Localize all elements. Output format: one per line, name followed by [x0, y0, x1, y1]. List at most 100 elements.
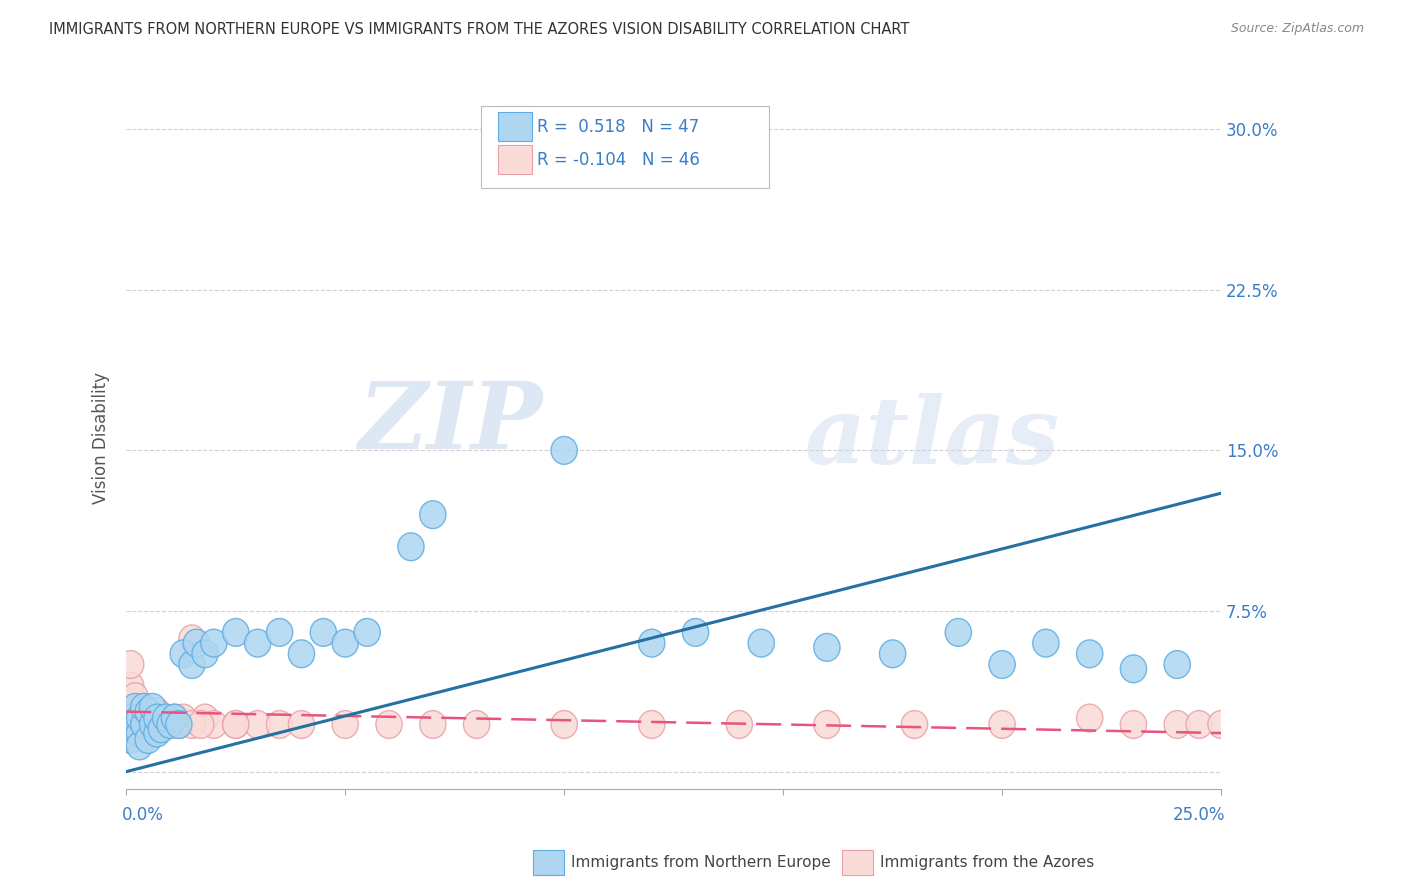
Ellipse shape [988, 650, 1015, 679]
Ellipse shape [131, 711, 157, 739]
Ellipse shape [375, 711, 402, 739]
Text: Immigrants from Northern Europe: Immigrants from Northern Europe [571, 855, 831, 870]
Text: ZIP: ZIP [359, 378, 543, 468]
Ellipse shape [170, 640, 197, 668]
Ellipse shape [814, 711, 839, 739]
Ellipse shape [135, 725, 162, 754]
Ellipse shape [193, 640, 218, 668]
Ellipse shape [179, 625, 205, 653]
Ellipse shape [1208, 711, 1234, 739]
Ellipse shape [122, 704, 148, 732]
Ellipse shape [143, 698, 170, 725]
Ellipse shape [222, 711, 249, 739]
Ellipse shape [814, 633, 839, 661]
Ellipse shape [288, 711, 315, 739]
Text: IMMIGRANTS FROM NORTHERN EUROPE VS IMMIGRANTS FROM THE AZORES VISION DISABILITY : IMMIGRANTS FROM NORTHERN EUROPE VS IMMIG… [49, 22, 910, 37]
Ellipse shape [638, 629, 665, 657]
Ellipse shape [288, 640, 315, 668]
Ellipse shape [143, 719, 170, 747]
Text: Immigrants from the Azores: Immigrants from the Azores [880, 855, 1094, 870]
Ellipse shape [901, 711, 928, 739]
Ellipse shape [201, 629, 226, 657]
Ellipse shape [127, 704, 153, 732]
Ellipse shape [179, 711, 205, 739]
Y-axis label: Vision Disability: Vision Disability [93, 372, 110, 504]
Ellipse shape [183, 629, 209, 657]
Ellipse shape [127, 732, 153, 760]
Ellipse shape [193, 704, 218, 732]
Ellipse shape [179, 650, 205, 679]
Ellipse shape [139, 693, 166, 722]
Ellipse shape [118, 690, 143, 717]
Ellipse shape [162, 704, 187, 732]
Ellipse shape [682, 618, 709, 647]
Ellipse shape [127, 698, 153, 725]
Ellipse shape [398, 533, 425, 561]
Ellipse shape [222, 711, 249, 739]
Ellipse shape [148, 711, 174, 739]
Ellipse shape [131, 693, 157, 722]
Ellipse shape [1187, 711, 1212, 739]
Ellipse shape [988, 711, 1015, 739]
Ellipse shape [118, 650, 143, 679]
Ellipse shape [122, 693, 148, 722]
Ellipse shape [118, 704, 143, 732]
Ellipse shape [245, 711, 271, 739]
Ellipse shape [1164, 650, 1191, 679]
Ellipse shape [157, 711, 183, 739]
Ellipse shape [266, 618, 292, 647]
Ellipse shape [551, 711, 578, 739]
Ellipse shape [1121, 655, 1146, 682]
Ellipse shape [945, 618, 972, 647]
Ellipse shape [201, 711, 226, 739]
Ellipse shape [162, 704, 187, 732]
Ellipse shape [354, 618, 380, 647]
Ellipse shape [166, 711, 193, 739]
Ellipse shape [118, 672, 143, 700]
Ellipse shape [166, 711, 193, 739]
Ellipse shape [638, 711, 665, 739]
Ellipse shape [118, 725, 143, 754]
Ellipse shape [222, 618, 249, 647]
Ellipse shape [748, 629, 775, 657]
Ellipse shape [880, 640, 905, 668]
Ellipse shape [1164, 711, 1191, 739]
Ellipse shape [187, 711, 214, 739]
Text: R =  0.518   N = 47: R = 0.518 N = 47 [537, 118, 700, 136]
Ellipse shape [135, 698, 162, 725]
Ellipse shape [122, 711, 148, 739]
Ellipse shape [332, 711, 359, 739]
Ellipse shape [727, 711, 752, 739]
Ellipse shape [139, 711, 166, 739]
Ellipse shape [153, 704, 179, 732]
Ellipse shape [419, 500, 446, 529]
Text: 25.0%: 25.0% [1173, 805, 1226, 824]
Ellipse shape [153, 704, 179, 732]
Ellipse shape [464, 711, 489, 739]
Ellipse shape [127, 711, 153, 739]
Ellipse shape [122, 682, 148, 711]
Ellipse shape [508, 136, 533, 164]
Ellipse shape [245, 629, 271, 657]
Ellipse shape [127, 719, 153, 747]
Ellipse shape [419, 711, 446, 739]
Text: R = -0.104   N = 46: R = -0.104 N = 46 [537, 151, 700, 169]
Text: Source: ZipAtlas.com: Source: ZipAtlas.com [1230, 22, 1364, 36]
Ellipse shape [170, 704, 197, 732]
Text: 0.0%: 0.0% [122, 805, 163, 824]
Ellipse shape [311, 618, 336, 647]
Ellipse shape [1077, 640, 1102, 668]
Ellipse shape [1121, 711, 1146, 739]
Ellipse shape [135, 698, 162, 725]
Ellipse shape [148, 714, 174, 743]
Ellipse shape [157, 711, 183, 739]
Ellipse shape [122, 714, 148, 743]
Ellipse shape [131, 711, 157, 739]
Ellipse shape [332, 629, 359, 657]
Ellipse shape [135, 711, 162, 739]
Ellipse shape [143, 704, 170, 732]
Ellipse shape [266, 711, 292, 739]
Ellipse shape [1033, 629, 1059, 657]
Text: atlas: atlas [806, 392, 1060, 483]
Ellipse shape [551, 436, 578, 465]
